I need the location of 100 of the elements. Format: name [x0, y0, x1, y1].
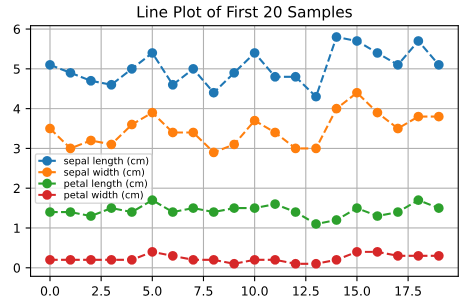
- y-tick-label: 0: [14, 263, 20, 273]
- point: [332, 32, 342, 42]
- point: [86, 76, 96, 86]
- point: [188, 254, 198, 265]
- x-tick-label: 2.5: [92, 286, 110, 296]
- point: [270, 199, 280, 209]
- point: [434, 112, 444, 122]
- point: [229, 203, 240, 213]
- point: [106, 254, 116, 265]
- x-tick-label: 7.5: [194, 286, 212, 296]
- point: [290, 144, 300, 154]
- point: [250, 254, 260, 265]
- point: [270, 72, 280, 82]
- point: [126, 64, 137, 74]
- point: [311, 92, 321, 102]
- point: [332, 215, 342, 225]
- point: [168, 250, 178, 261]
- point: [168, 80, 178, 90]
- x-tick-label: 12.5: [293, 286, 319, 296]
- x-tick-label: 15.0: [344, 286, 370, 296]
- point: [86, 211, 96, 221]
- point: [311, 258, 321, 269]
- point: [393, 250, 403, 261]
- point: [311, 219, 321, 229]
- y-tick-label: 6: [14, 24, 20, 34]
- point: [270, 128, 280, 138]
- x-tick-label: 17.5: [396, 286, 421, 296]
- point: [66, 254, 76, 265]
- y-tick-label: 3: [14, 144, 20, 154]
- point: [168, 128, 178, 138]
- point: [66, 144, 76, 154]
- point: [147, 247, 158, 257]
- point: [45, 60, 55, 70]
- point: [250, 116, 260, 126]
- chart-title: Line Plot of First 20 Samples: [138, 6, 352, 21]
- legend-label: petal length (cm): [64, 180, 147, 189]
- point: [413, 195, 424, 205]
- point: [332, 254, 342, 265]
- point: [188, 203, 198, 213]
- point: [147, 195, 158, 205]
- point: [352, 36, 362, 46]
- point: [229, 140, 240, 150]
- point: [290, 207, 300, 217]
- point: [126, 120, 137, 130]
- point: [106, 203, 116, 213]
- point: [45, 207, 55, 217]
- point: [332, 104, 342, 114]
- point: [352, 88, 362, 98]
- point: [106, 80, 116, 90]
- point: [311, 144, 321, 154]
- y-tick-label: 2: [14, 184, 20, 193]
- x-tick-label: 0.0: [40, 286, 60, 296]
- point: [208, 88, 219, 98]
- point: [208, 207, 219, 217]
- point: [45, 254, 55, 265]
- point: [229, 68, 240, 78]
- point: [229, 258, 240, 269]
- point: [126, 254, 137, 265]
- point: [352, 203, 362, 213]
- point: [352, 247, 362, 257]
- point: [126, 207, 137, 217]
- x-tick-label: 10.0: [242, 286, 268, 296]
- point: [147, 48, 158, 58]
- point: [413, 36, 424, 46]
- point: [250, 48, 260, 58]
- point: [372, 247, 382, 257]
- legend-label: sepal length (cm): [64, 156, 148, 166]
- point: [208, 148, 219, 158]
- point: [188, 128, 198, 138]
- point: [434, 250, 444, 261]
- point: [270, 254, 280, 265]
- legend-label: sepal width (cm): [64, 168, 144, 178]
- point: [434, 203, 444, 213]
- point: [372, 48, 382, 58]
- point: [434, 60, 444, 70]
- x-tick-label: 5.0: [143, 286, 162, 296]
- point: [250, 203, 260, 213]
- point: [393, 60, 403, 70]
- point: [372, 211, 382, 221]
- point: [86, 136, 96, 146]
- y-tick-label: 1: [14, 224, 20, 233]
- point: [188, 64, 198, 74]
- point: [106, 140, 116, 150]
- point: [86, 254, 96, 265]
- point: [413, 250, 424, 261]
- point: [168, 207, 178, 217]
- y-tick-label: 5: [14, 64, 20, 74]
- point: [147, 108, 158, 118]
- point: [372, 108, 382, 118]
- point: [45, 124, 55, 134]
- y-tick-label: 4: [13, 104, 20, 114]
- point: [393, 124, 403, 134]
- point: [290, 258, 300, 269]
- point: [208, 254, 219, 265]
- point: [66, 68, 76, 78]
- legend-label: petal width (cm): [64, 190, 143, 200]
- point: [290, 72, 300, 82]
- point: [393, 207, 403, 217]
- point: [413, 112, 424, 122]
- point: [66, 207, 76, 217]
